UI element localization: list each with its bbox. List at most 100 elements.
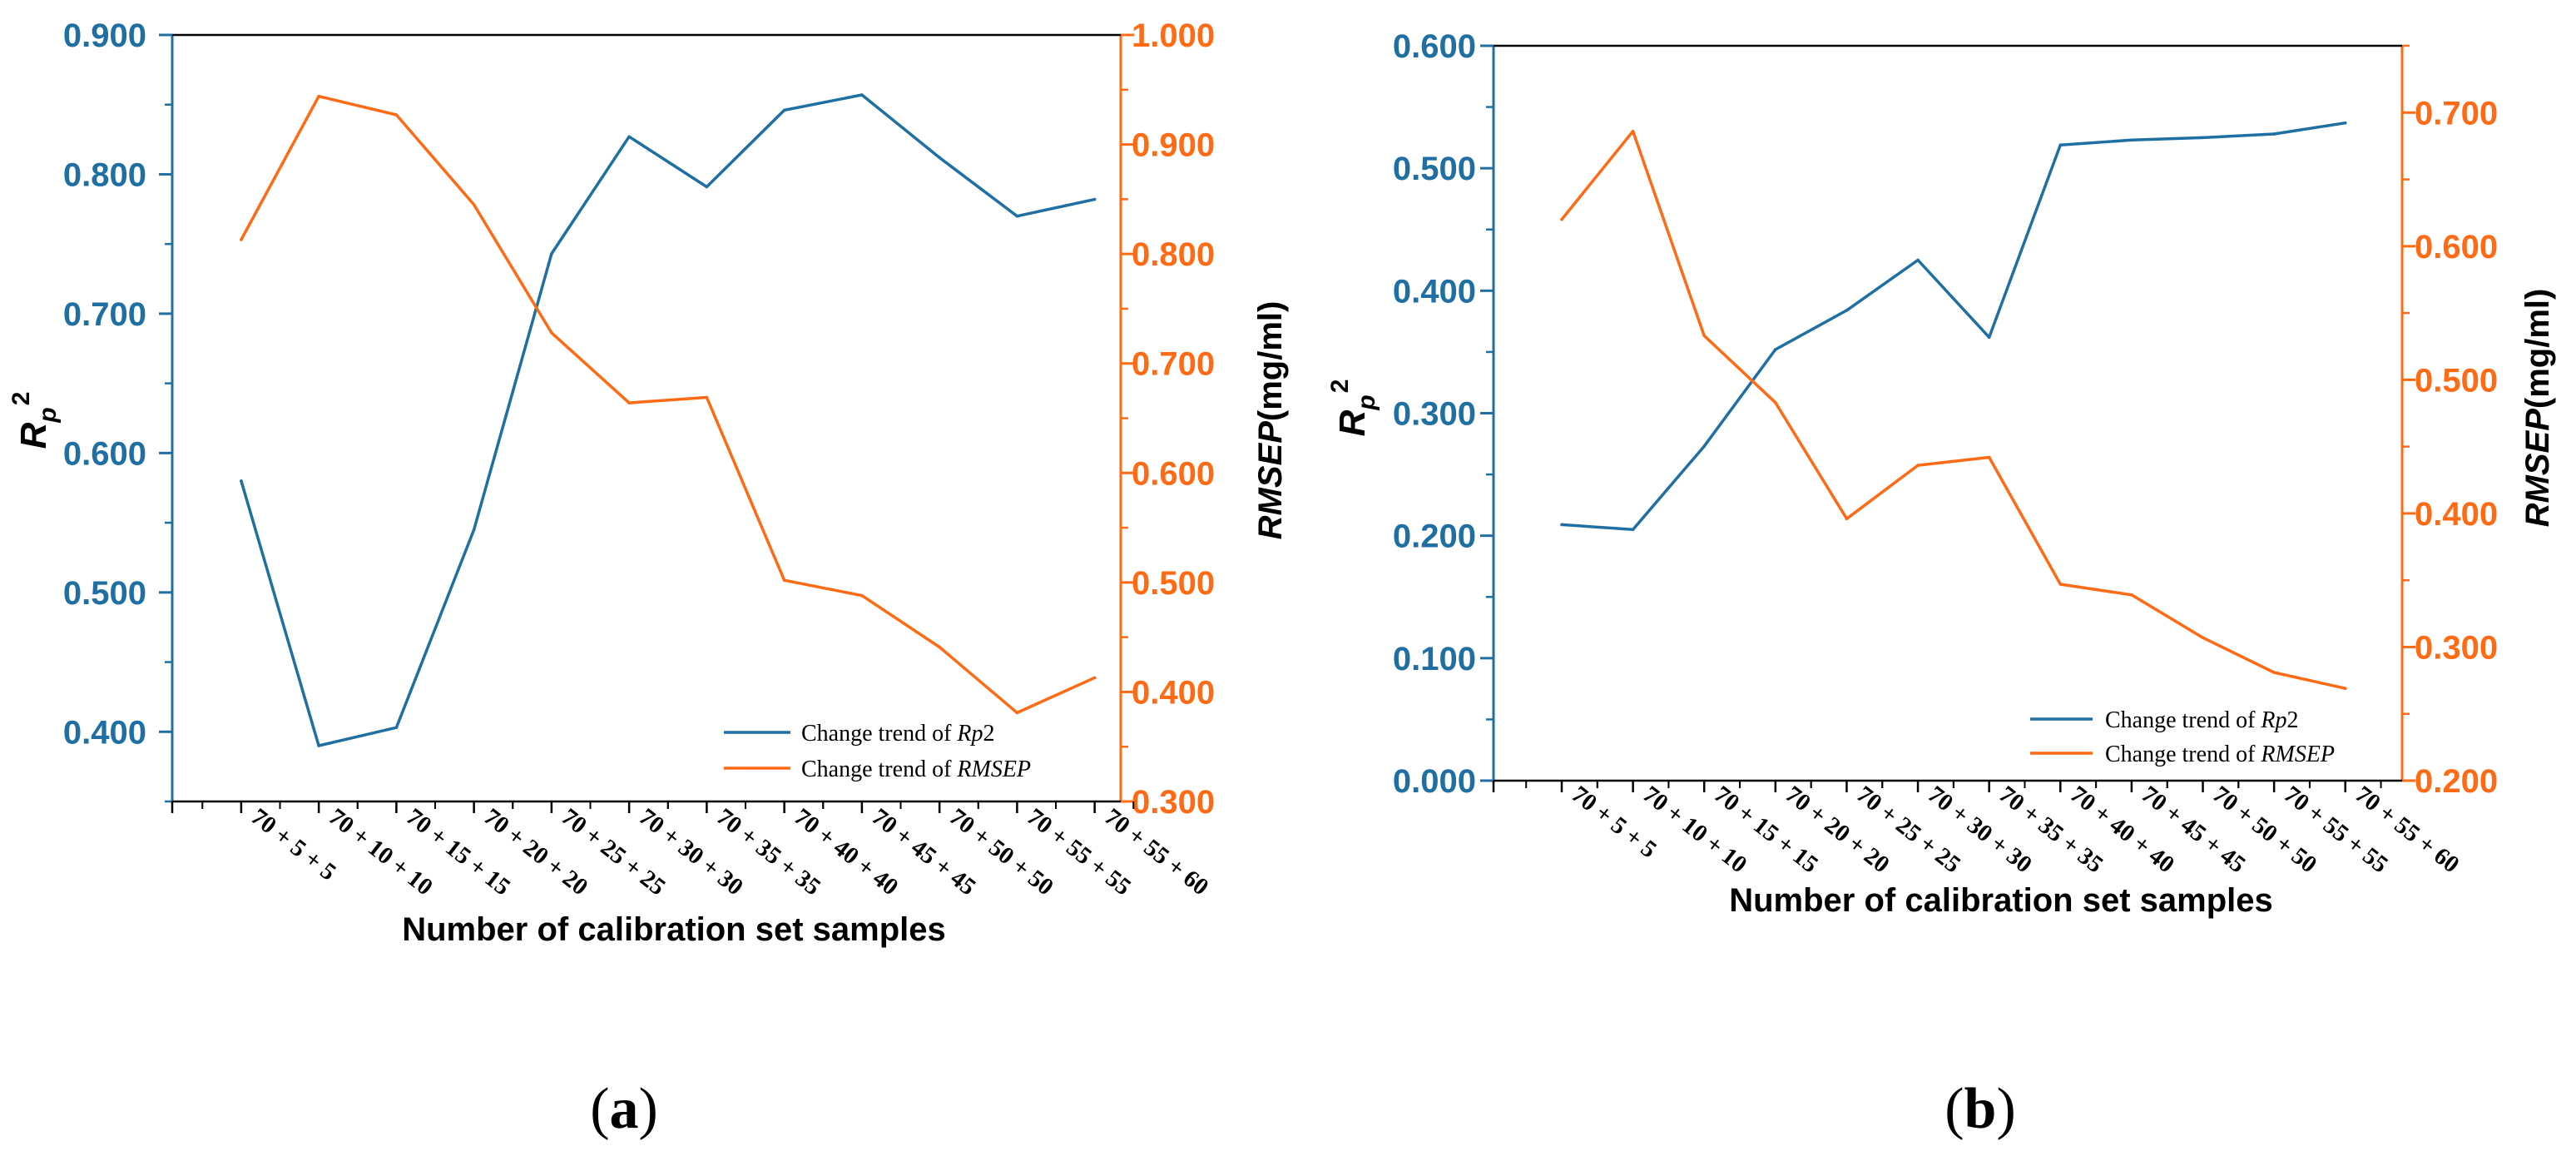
- data-point-rmsep: [1702, 334, 1707, 338]
- legend-italic: RMSEP: [2260, 742, 2335, 767]
- y-axis-label-right: RMSEP(mg/ml): [1252, 301, 1289, 540]
- data-point-rp2: [938, 156, 941, 160]
- data-point-rmsep: [1845, 517, 1849, 521]
- data-point-rmsep: [317, 94, 320, 98]
- y-label-sub: p: [1353, 394, 1380, 410]
- y-axis-label-left: Rp2: [7, 392, 62, 449]
- data-point-rmsep: [394, 113, 399, 117]
- series-line-rp2: [240, 93, 1095, 747]
- y-label-right-unit: (mg/ml): [2519, 289, 2556, 409]
- legend-prefix: Change trend of: [2105, 742, 2261, 767]
- y-label-base: R: [1332, 409, 1373, 436]
- legend-suffix: 2: [2287, 707, 2299, 733]
- right-tick-label: 0.500: [2415, 362, 2498, 399]
- chart-panel-b: 0.000 0.100 0.200 0.300 0.400 0.500 0.600 0.200…: [1326, 28, 2556, 1141]
- left-tick-label: 0.800: [63, 156, 146, 193]
- y-label-sup: 2: [7, 392, 35, 406]
- y-label-sub: p: [34, 407, 62, 423]
- legend-prefix: Change trend of: [2105, 707, 2261, 733]
- right-tick-label: 0.300: [2415, 629, 2498, 666]
- data-point-rmsep: [1987, 455, 1991, 459]
- legend-entry: Change trend of RMSEP: [2105, 742, 2335, 767]
- right-tick-label: 0.300: [1132, 784, 1215, 821]
- data-point-rp2: [627, 135, 631, 139]
- data-point-rp2: [550, 252, 553, 256]
- y-label-base: R: [13, 422, 54, 449]
- chart-panel-a: 0.400 0.500 0.600 0.700 0.800 0.900 0.300 0.400…: [7, 17, 1289, 1141]
- legend-entry: Change trend of Rp2: [2105, 707, 2299, 733]
- left-tick-label: 0.600: [1393, 28, 1476, 65]
- data-point-rp2: [1845, 309, 1849, 312]
- data-point-rp2: [2343, 121, 2347, 125]
- y-axis-label-left: Rp2: [1326, 380, 1380, 437]
- data-point-rmsep: [2272, 671, 2276, 674]
- left-tick-label: 0.400: [63, 714, 146, 751]
- data-point-rmsep: [550, 331, 553, 335]
- data-point-rp2: [1774, 348, 1777, 351]
- legend-entry: Change trend of RMSEP: [801, 757, 1031, 782]
- data-point-rmsep: [1916, 464, 1920, 467]
- data-point-rmsep: [1560, 217, 1563, 221]
- right-tick-label: 0.800: [1132, 236, 1215, 273]
- data-point-rmsep: [472, 203, 476, 206]
- right-tick-label: 0.900: [1132, 127, 1215, 164]
- left-tick-label: 0.300: [1393, 396, 1476, 433]
- y-label-sup: 2: [1326, 380, 1354, 394]
- data-point-rmsep: [1774, 400, 1777, 404]
- data-point-rmsep: [1631, 129, 1635, 133]
- data-point-rp2: [1092, 197, 1097, 201]
- left-tick-label: 0.900: [63, 17, 146, 54]
- legend-prefix: Change trend of: [801, 757, 957, 782]
- panel-paren-open: (: [1944, 1077, 1964, 1141]
- y-axis-label-right: RMSEP(mg/ml): [2519, 289, 2556, 528]
- left-tick-label: 0.600: [63, 435, 146, 472]
- data-point-rmsep: [1015, 711, 1019, 715]
- data-point-rmsep: [705, 395, 709, 399]
- legend-suffix: 2: [983, 721, 995, 747]
- series-line-rmsep: [1560, 129, 2346, 690]
- data-point-rp2: [317, 744, 320, 747]
- data-point-rmsep: [2130, 593, 2133, 597]
- data-point-rp2: [240, 479, 243, 483]
- panel-letter: b: [1964, 1077, 1997, 1141]
- right-tick-label: 0.600: [1132, 455, 1215, 492]
- x-axis-label: Number of calibration set samples: [402, 911, 946, 948]
- data-point-rmsep: [2201, 636, 2205, 640]
- data-point-rmsep: [1092, 676, 1097, 680]
- data-point-rp2: [1916, 258, 1920, 262]
- panel-paren-close: ): [639, 1077, 658, 1141]
- data-point-rmsep: [860, 593, 864, 598]
- right-tick-label: 0.400: [1132, 674, 1215, 711]
- data-point-rp2: [472, 528, 476, 532]
- right-tick-label: 0.700: [2415, 95, 2498, 131]
- left-tick-label: 0.700: [63, 296, 146, 333]
- right-tick-label: 0.200: [2415, 763, 2498, 800]
- data-point-rp2: [394, 726, 399, 730]
- legend-italic: RMSEP: [956, 757, 1031, 782]
- right-tick-label: 0.400: [2415, 496, 2498, 533]
- data-point-rp2: [2130, 138, 2133, 142]
- data-point-rp2: [1702, 444, 1707, 449]
- data-point-rp2: [1015, 214, 1019, 218]
- data-point-rmsep: [782, 578, 786, 583]
- y-label-right-italic: RMSEP: [2519, 409, 2556, 528]
- left-tick-label: 0.500: [63, 575, 146, 612]
- series-line-rp2: [1561, 121, 2346, 532]
- left-tick-label: 0.400: [1393, 273, 1476, 310]
- x-tick-label: 70 + 5 + 5: [246, 803, 341, 886]
- data-point-rmsep: [240, 238, 243, 241]
- left-tick-label: 0.500: [1393, 151, 1476, 187]
- right-tick-label: 1.000: [1132, 17, 1215, 54]
- data-point-rp2: [1631, 528, 1635, 532]
- data-point-rmsep: [2058, 583, 2063, 586]
- left-tick-label: 0.100: [1393, 641, 1476, 677]
- data-point-rp2: [2058, 143, 2063, 147]
- legend-prefix: Change trend of: [801, 721, 957, 747]
- panel-paren-open: (: [590, 1077, 609, 1141]
- data-point-rp2: [1560, 523, 1563, 527]
- right-tick-label: 0.700: [1132, 346, 1215, 383]
- left-tick-label: 0.000: [1393, 763, 1476, 800]
